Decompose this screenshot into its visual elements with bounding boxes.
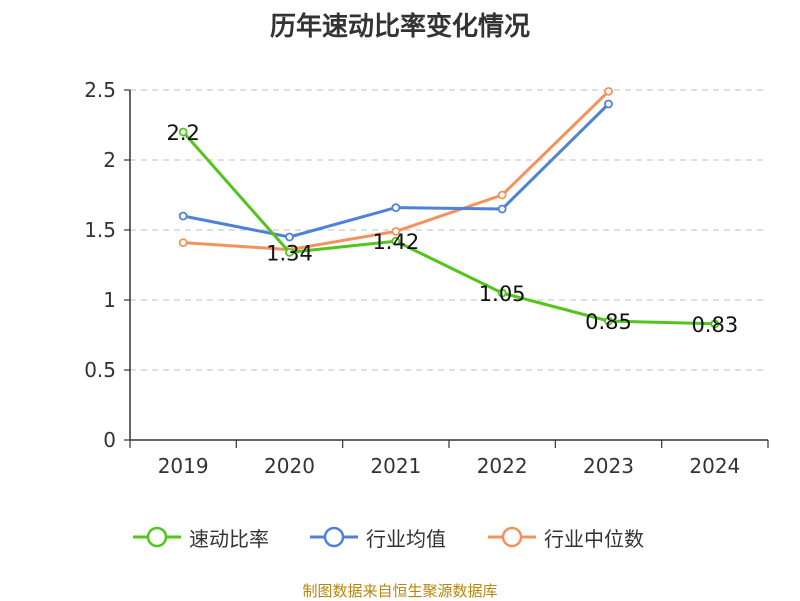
legend: 速动比率 行业均值 行业中位数 — [0, 522, 800, 552]
y-tick-label: 1.5 — [84, 218, 116, 242]
data-point — [497, 190, 507, 200]
legend-label: 行业均值 — [366, 526, 446, 551]
x-tick-label: 2023 — [583, 454, 634, 478]
data-point — [604, 99, 613, 109]
data-point — [497, 204, 507, 214]
data-label: 0.85 — [585, 310, 632, 334]
y-tick-label: 2.5 — [84, 78, 116, 102]
y-tick-label: 0 — [103, 428, 116, 452]
legend-label: 速动比率 — [189, 526, 269, 551]
legend-item[interactable]: 行业中位数 — [488, 522, 644, 552]
x-tick-label: 2019 — [158, 454, 209, 478]
data-point — [285, 247, 294, 257]
y-tick-label: 2 — [103, 148, 116, 172]
data-label: 1.05 — [479, 282, 526, 306]
data-point — [710, 319, 720, 329]
legend-label: 行业中位数 — [544, 526, 644, 551]
data-point — [604, 87, 613, 96]
x-tick-label: 2024 — [689, 454, 740, 478]
y-tick-label: 0.5 — [84, 358, 116, 382]
legend-item[interactable]: 速动比率 — [133, 522, 269, 552]
source-note: 制图数据来自恒生聚源数据库 — [302, 582, 498, 600]
data-point — [285, 232, 294, 242]
series-line — [182, 131, 715, 326]
axes: 0 0.5 1 1.5 2 2.5 2019 2020 2021 2022 2023 2024 — [84, 78, 769, 478]
data-point — [391, 236, 401, 246]
x-tick-label: 2020 — [264, 454, 315, 478]
series-lines — [178, 87, 720, 329]
x-tick-label: 2022 — [477, 454, 528, 478]
data-point — [178, 127, 188, 137]
legend-item[interactable]: 行业均值 — [310, 522, 446, 552]
series-line — [182, 102, 610, 239]
x-tick-label: 2021 — [370, 454, 421, 478]
series-line — [183, 90, 610, 252]
grid-lines — [130, 89, 768, 371]
y-tick-label: 1 — [103, 288, 116, 312]
data-point — [497, 288, 507, 298]
legend-line-circle-icon — [310, 526, 358, 548]
data-point — [178, 211, 188, 221]
data-label: 1.42 — [372, 230, 419, 254]
data-label: 2.2 — [166, 121, 199, 145]
data-label: 0.83 — [691, 313, 738, 337]
legend-line-circle-icon — [133, 526, 181, 548]
data-point — [391, 226, 401, 236]
data-point — [178, 238, 188, 248]
data-point — [391, 203, 401, 213]
data-labels: 2.2 1.34 1.42 1.05 0.85 0.83 — [166, 121, 738, 337]
data-label: 1.34 — [266, 241, 313, 265]
data-point — [604, 316, 613, 326]
legend-line-circle-icon — [488, 526, 536, 548]
chart-title: 历年速动比率变化情况 — [269, 12, 530, 42]
